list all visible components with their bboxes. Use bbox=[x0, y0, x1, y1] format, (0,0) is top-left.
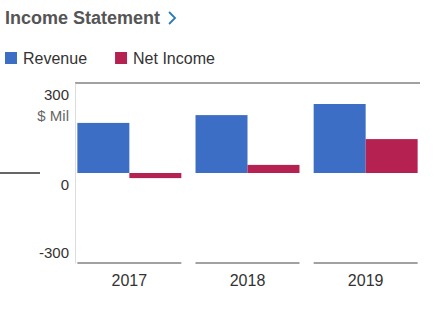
bar bbox=[129, 173, 181, 178]
y-tick-label: 300 bbox=[44, 86, 69, 103]
x-tick: 2019 bbox=[348, 263, 384, 289]
x-tick-label: 2019 bbox=[348, 272, 384, 289]
zero-marker bbox=[0, 172, 40, 174]
category-underline bbox=[314, 263, 418, 264]
y-tick: 0 bbox=[61, 174, 75, 194]
bar bbox=[77, 123, 129, 173]
bar bbox=[248, 165, 300, 173]
bar bbox=[196, 115, 248, 173]
y-tick: -300 bbox=[39, 244, 75, 264]
x-tick-label: 2017 bbox=[112, 272, 148, 289]
title-chevron[interactable] bbox=[169, 12, 175, 24]
range-top-line bbox=[75, 83, 420, 84]
legend-label: Net Income bbox=[133, 50, 215, 67]
x-tick: 2018 bbox=[230, 263, 266, 289]
y-axis-label: $ Mil bbox=[37, 107, 69, 124]
legend-swatch bbox=[5, 52, 17, 64]
legend-item: Revenue bbox=[5, 50, 87, 67]
category-underline bbox=[196, 263, 300, 264]
y-tick-label: -300 bbox=[39, 244, 69, 261]
x-tick-label: 2018 bbox=[230, 272, 266, 289]
bar bbox=[366, 139, 418, 173]
y-tick-label: 0 bbox=[61, 176, 69, 193]
x-tick: 2017 bbox=[112, 263, 148, 289]
bar bbox=[314, 104, 366, 173]
y-tick: 300 bbox=[44, 84, 75, 104]
title: Income Statement bbox=[5, 8, 160, 28]
y-axis-line bbox=[75, 84, 76, 264]
x-axis: 2017 2018 2019 bbox=[112, 263, 384, 289]
chart: Income Statement Revenue Net Income -300 0 30… bbox=[0, 0, 447, 321]
legend-label: Revenue bbox=[23, 50, 87, 67]
legend-item: Net Income bbox=[115, 50, 215, 67]
bars bbox=[77, 104, 417, 178]
legend-swatch bbox=[115, 52, 127, 64]
category-underline bbox=[77, 263, 181, 264]
